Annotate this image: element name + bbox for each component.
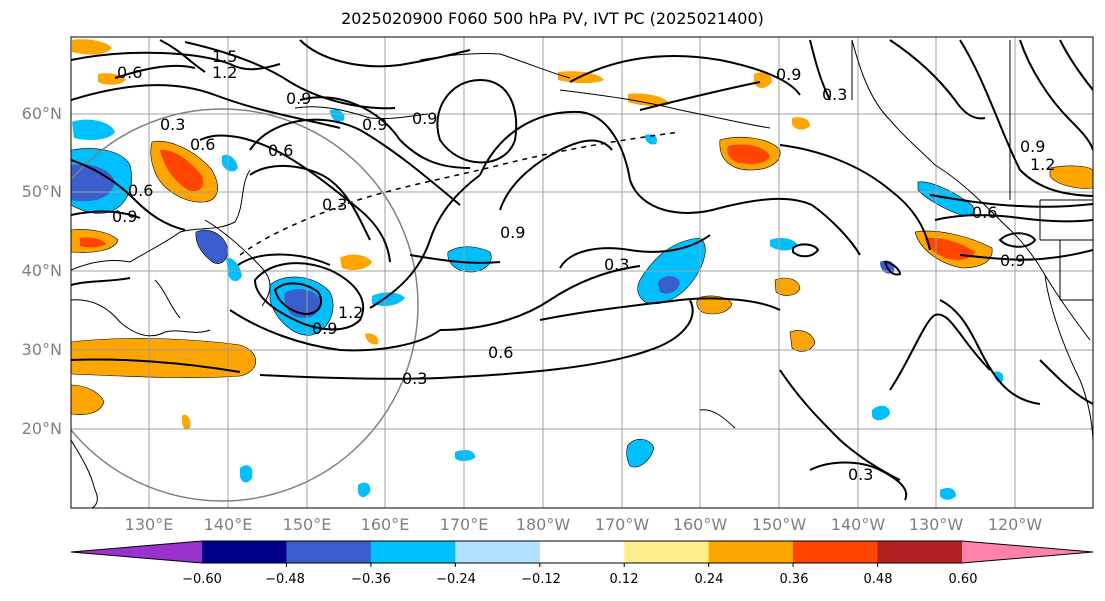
colorbar-tick-label: −0.36 bbox=[351, 572, 391, 587]
contour-label: 1.5 bbox=[212, 47, 237, 66]
contour-label: 0.9 bbox=[500, 223, 525, 242]
colorbar-tick-label: −0.12 bbox=[521, 572, 561, 587]
lon-label: 170°E bbox=[439, 515, 489, 534]
lat-label: 50°N bbox=[21, 182, 62, 201]
contour-label: 1.2 bbox=[338, 303, 363, 322]
colorbar-segment bbox=[708, 541, 794, 563]
contour-label: 0.9 bbox=[312, 319, 337, 338]
contour-label: 0.9 bbox=[412, 109, 437, 128]
contour-label: 0.9 bbox=[1000, 251, 1025, 270]
contour-label: 0.6 bbox=[488, 343, 513, 362]
contour-label: 0.9 bbox=[776, 65, 801, 84]
lon-label: 160°E bbox=[360, 515, 410, 534]
lon-label: 140°E bbox=[203, 515, 253, 534]
contour-label: 0.3 bbox=[322, 195, 347, 214]
contour-label: 0.3 bbox=[160, 115, 185, 134]
colorbar-segment bbox=[793, 541, 879, 563]
contour-label: 1.2 bbox=[1030, 155, 1055, 174]
colorbar-tick-label: 0.48 bbox=[863, 572, 893, 587]
contour-label: 0.9 bbox=[112, 207, 137, 226]
contour-label: 0.6 bbox=[117, 63, 142, 82]
lon-label: 150°E bbox=[282, 515, 332, 534]
colorbar-extend-max bbox=[962, 541, 1093, 563]
lat-label: 20°N bbox=[21, 419, 62, 438]
lon-label: 150°W bbox=[751, 515, 807, 534]
contour-label: 0.9 bbox=[286, 89, 311, 108]
lon-label: 130°E bbox=[124, 515, 174, 534]
lon-label: 180°W bbox=[515, 515, 571, 534]
contour-label: 0.3 bbox=[402, 369, 427, 388]
colorbar-segment bbox=[286, 541, 372, 563]
negative-anomaly-shading bbox=[71, 109, 1004, 500]
colorbar-tick-label: 0.60 bbox=[948, 572, 978, 587]
lon-label: 120°W bbox=[987, 515, 1043, 534]
colorbar-segment bbox=[370, 541, 456, 563]
contour-label: 0.9 bbox=[362, 115, 387, 134]
coastlines bbox=[71, 39, 1093, 508]
dashed-contour bbox=[239, 131, 681, 256]
colorbar-tick-label: 0.36 bbox=[779, 572, 809, 587]
lat-label: 60°N bbox=[21, 104, 62, 123]
lon-label: 140°W bbox=[830, 515, 886, 534]
contour-label: 0.6 bbox=[972, 203, 997, 222]
pv-contours bbox=[71, 39, 1093, 501]
map-frame bbox=[70, 36, 1094, 509]
great-circle-boundary bbox=[71, 108, 419, 502]
colorbar-tick-label: 0.24 bbox=[694, 572, 724, 587]
colorbar-segment bbox=[455, 541, 541, 563]
contour-label: 0.6 bbox=[268, 141, 293, 160]
contour-label: 0.6 bbox=[190, 135, 215, 154]
colorbar-segment bbox=[202, 541, 287, 563]
colorbar-segment bbox=[539, 541, 625, 563]
map-title: 2025020900 F060 500 hPa PV, IVT PC (2025… bbox=[341, 9, 764, 28]
colorbar-tick-label: 0.12 bbox=[609, 572, 639, 587]
colorbar-tick-label: −0.60 bbox=[182, 572, 222, 587]
colorbar-outline bbox=[70, 540, 1094, 564]
positive-anomaly-shading bbox=[71, 39, 1093, 430]
lon-label: 160°W bbox=[672, 515, 728, 534]
colorbar-tick-label: −0.24 bbox=[436, 572, 476, 587]
colorbar bbox=[70, 540, 1094, 567]
colorbar-segment bbox=[624, 541, 710, 563]
contour-label: 1.2 bbox=[212, 63, 237, 82]
graticule bbox=[71, 37, 1093, 508]
colorbar-segment bbox=[877, 541, 963, 563]
contour-labels: 1.5 1.2 0.6 0.9 0.6 0.6 0.9 0.3 0.9 0.3 … bbox=[112, 47, 1055, 484]
lon-label: 130°W bbox=[908, 515, 964, 534]
contour-label: 0.9 bbox=[1020, 137, 1045, 156]
colorbar-extend-min bbox=[71, 541, 202, 563]
contour-label: 0.6 bbox=[128, 181, 153, 200]
colorbar-tick-label: −0.48 bbox=[265, 572, 305, 587]
contour-label: 0.3 bbox=[822, 85, 847, 104]
contour-label: 0.3 bbox=[848, 465, 873, 484]
lon-label: 170°W bbox=[594, 515, 650, 534]
contour-label: 0.3 bbox=[604, 255, 629, 274]
lat-label: 30°N bbox=[21, 340, 62, 359]
lat-label: 40°N bbox=[21, 261, 62, 280]
